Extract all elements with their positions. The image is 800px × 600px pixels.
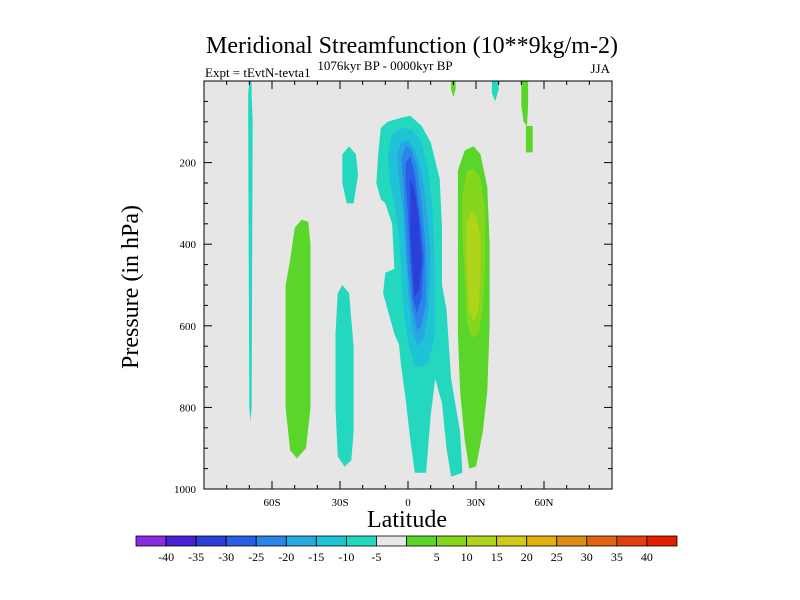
- colorbar-label: -10: [338, 550, 354, 564]
- y-tick-label: 400: [180, 239, 197, 251]
- y-tick-label: 1000: [174, 484, 197, 496]
- colorbar-label: -15: [308, 550, 324, 564]
- colorbar-label: -5: [371, 550, 381, 564]
- season-label: JJA: [590, 61, 610, 76]
- colorbar-label: 25: [551, 550, 563, 564]
- colorbar-label: 30: [581, 550, 593, 564]
- contour-region-16: [521, 81, 529, 126]
- colorbar-label: -40: [158, 550, 174, 564]
- contour-region-17: [525, 125, 533, 153]
- colorbar-swatch: [496, 535, 528, 547]
- x-axis-title: Latitude: [367, 507, 447, 533]
- colorbar-label: 20: [521, 550, 533, 564]
- colorbar-swatch: [225, 535, 257, 547]
- x-tick-label: 60S: [263, 497, 280, 509]
- contour-region-13: [466, 211, 481, 322]
- colorbar-swatch: [255, 535, 287, 547]
- colorbar-label: 40: [641, 550, 653, 564]
- colorbar-swatch: [526, 535, 558, 547]
- contour-region-2: [285, 219, 311, 459]
- colorbar-swatch: [586, 535, 618, 547]
- contour-region-14: [451, 81, 456, 98]
- colorbar-label: -25: [248, 550, 264, 564]
- colorbar-swatch: [406, 535, 437, 547]
- y-tick-label: 600: [180, 321, 197, 333]
- contour-region-1: [248, 81, 253, 422]
- colorbar-label: 35: [611, 550, 623, 564]
- colorbar-swatch: [315, 535, 347, 547]
- colorbar-label: -30: [218, 550, 234, 564]
- colorbar-swatch: [466, 535, 498, 547]
- colorbar-label: -20: [278, 550, 294, 564]
- colorbar-swatch: [135, 535, 167, 547]
- colorbar-swatch: [285, 535, 317, 547]
- period-label: 1076kyr BP - 0000kyr BP: [317, 58, 452, 73]
- chart-title: Meridional Streamfunction (10**9kg/m-2): [206, 33, 618, 59]
- x-tick-label: 0: [405, 497, 411, 509]
- colorbar-label: -35: [188, 550, 204, 564]
- colorbar-swatch: [646, 535, 678, 547]
- colorbar-label: 15: [491, 550, 503, 564]
- x-tick-label: 30S: [331, 497, 348, 509]
- contour-region-10: [410, 178, 422, 298]
- contour-region-3: [342, 146, 359, 204]
- colorbar-swatch: [195, 535, 227, 547]
- y-tick-label: 800: [180, 402, 197, 414]
- x-tick-label: 60N: [535, 497, 554, 509]
- y-axis-title: Pressure (in hPa): [118, 205, 144, 369]
- colorbar-swatch: [556, 535, 588, 547]
- axes-layer: 60S 30S 0 30N 60N 200 400 600 800 1000: [174, 80, 613, 509]
- contour-layer: [248, 81, 533, 477]
- colorbar: -40 -35 -30 -25 -20 -15 -10 -5 5 10 15 20 25 30 35 40: [135, 535, 678, 564]
- colorbar-swatch: [345, 535, 377, 547]
- colorbar-label: 10: [461, 550, 473, 564]
- contour-region-4: [335, 285, 354, 467]
- colorbar-swatch: [165, 535, 197, 547]
- colorbar-swatch: [616, 535, 648, 547]
- colorbar-swatch: [376, 535, 407, 547]
- experiment-label: Expt = tEvtN-tevta1: [205, 65, 311, 80]
- contour-region-15: [491, 81, 499, 102]
- colorbar-swatch: [436, 535, 468, 547]
- y-tick-label: 200: [180, 158, 197, 170]
- colorbar-label: 5: [434, 550, 440, 564]
- x-tick-label: 30N: [467, 497, 486, 509]
